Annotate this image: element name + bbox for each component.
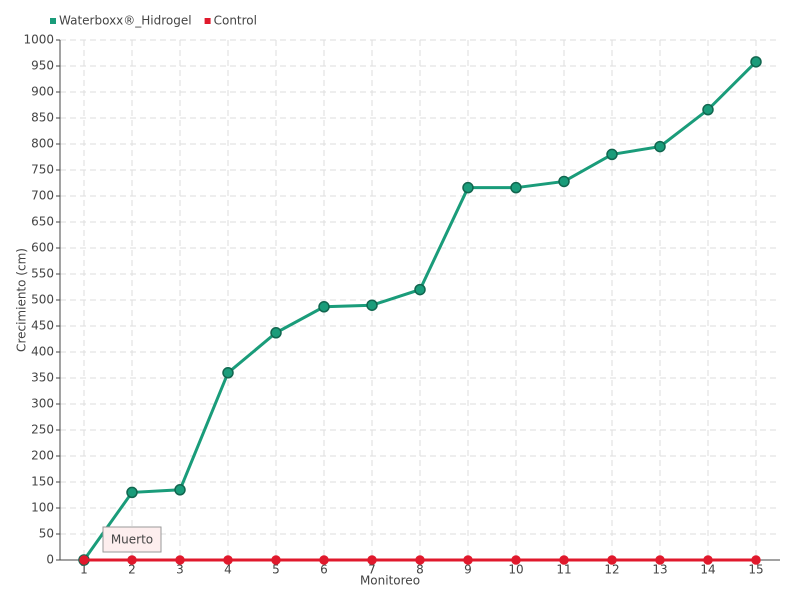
y-tick-label: 500 (31, 293, 54, 307)
point (559, 555, 569, 565)
y-tick-label: 850 (31, 111, 54, 125)
y-tick-label: 150 (31, 475, 54, 489)
tooltip-box (102, 526, 162, 553)
legend-swatch (50, 18, 56, 24)
x-tick-label: 5 (272, 563, 280, 577)
point (606, 148, 618, 161)
point (414, 283, 426, 296)
y-tick-label: 950 (31, 59, 54, 73)
y-tick-label: 200 (31, 449, 54, 463)
point (318, 301, 330, 313)
point (270, 327, 282, 339)
y-tick-label: 600 (31, 241, 54, 255)
y-tick-label: 400 (31, 345, 54, 359)
x-tick-label: 7 (368, 563, 376, 577)
x-tick-label: 8 (416, 563, 424, 577)
x-tick-label: 4 (224, 563, 232, 577)
point (655, 555, 665, 565)
x-tick-label: 1 (80, 563, 88, 577)
legend-swatch (204, 18, 211, 24)
y-tick-label: 300 (31, 397, 54, 411)
x-tick-label: 12 (604, 563, 619, 577)
point (79, 555, 89, 565)
x-tick-label: 6 (320, 563, 328, 577)
x-tick-label: 15 (748, 563, 763, 577)
point (463, 555, 473, 565)
point (654, 140, 666, 153)
point (510, 181, 522, 194)
point (750, 56, 762, 68)
point (511, 555, 521, 565)
legend-label: Control (214, 14, 257, 28)
point (271, 555, 281, 565)
tooltip: Muerto (102, 526, 162, 553)
y-tick-label: 50 (39, 527, 54, 541)
x-tick-label: 14 (700, 563, 715, 577)
x-tick-label: 13 (652, 563, 667, 577)
y-tick-label: 0 (46, 553, 54, 567)
x-tick-label: 2 (128, 563, 136, 577)
point (415, 555, 425, 565)
y-axis-title: Crecimiento (cm) (15, 248, 29, 352)
y-tick-label: 1000 (23, 33, 54, 47)
point (222, 367, 234, 379)
point (462, 181, 474, 194)
point (702, 103, 714, 116)
point (607, 555, 617, 565)
y-tick-label: 450 (31, 319, 54, 333)
point (127, 555, 137, 565)
x-tick-label: 3 (176, 563, 184, 577)
x-tick-label: 9 (464, 563, 472, 577)
point (367, 555, 377, 565)
point (703, 555, 713, 565)
y-tick-label: 350 (31, 371, 54, 385)
x-tick-label: 11 (556, 563, 571, 577)
y-tick-label: 550 (31, 267, 54, 281)
y-tick-label: 650 (31, 215, 54, 229)
point (174, 484, 186, 496)
point (751, 555, 761, 565)
point (366, 299, 378, 311)
point (319, 555, 329, 565)
x-tick-label: 10 (508, 563, 523, 577)
y-tick-label: 900 (31, 85, 54, 99)
point (175, 555, 185, 565)
y-tick-label: 250 (31, 423, 54, 437)
point (126, 486, 138, 499)
y-tick-label: 700 (31, 189, 54, 203)
x-axis-title: Monitoreo (360, 574, 420, 588)
y-tick-label: 800 (31, 137, 54, 151)
legend-label: Waterboxx®_Hidrogel (59, 14, 192, 28)
point (223, 555, 233, 565)
point (558, 175, 570, 188)
y-tick-label: 750 (31, 163, 54, 177)
tooltip-text: Muerto (111, 533, 153, 547)
y-tick-label: 100 (31, 501, 54, 515)
